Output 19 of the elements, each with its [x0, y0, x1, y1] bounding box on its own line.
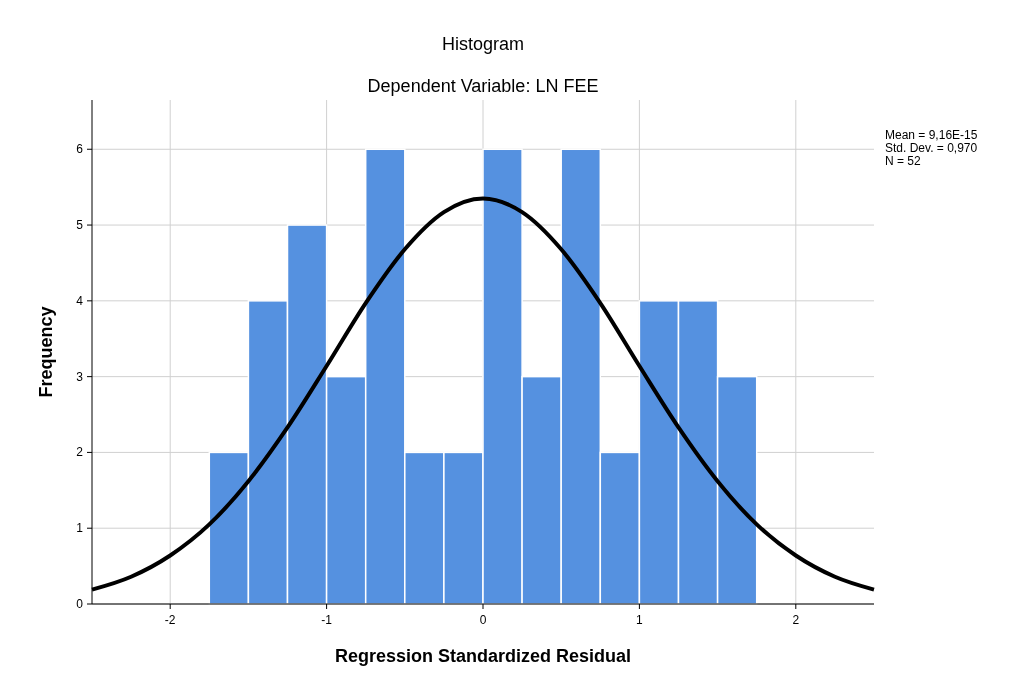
y-tick-label: 4 [76, 293, 84, 308]
y-tick-label: 6 [76, 142, 84, 157]
y-tick-label: 3 [76, 369, 84, 384]
y-tick-label: 2 [76, 445, 84, 460]
x-tick-label: -1 [321, 613, 333, 627]
chart-subtitle: Dependent Variable: LN FEE [367, 76, 599, 96]
y-axis-title: Frequency [36, 306, 56, 398]
x-tick-label: -2 [164, 613, 176, 627]
y-tick-label: 5 [76, 218, 84, 233]
chart-title: Histogram [441, 34, 525, 54]
x-tick-label: 2 [792, 613, 800, 627]
text: N = 52 [885, 154, 922, 168]
x-tick-label: 1 [636, 613, 644, 627]
x-axis-title: Regression Standardized Residual [334, 646, 632, 666]
y-tick-label: 1 [76, 521, 84, 536]
y-tick-label: 0 [76, 597, 84, 611]
text: Mean = 9,16E-15 [885, 128, 978, 142]
x-tick-label: 0 [479, 613, 487, 627]
text: Std. Dev. = 0,970 [885, 141, 978, 155]
